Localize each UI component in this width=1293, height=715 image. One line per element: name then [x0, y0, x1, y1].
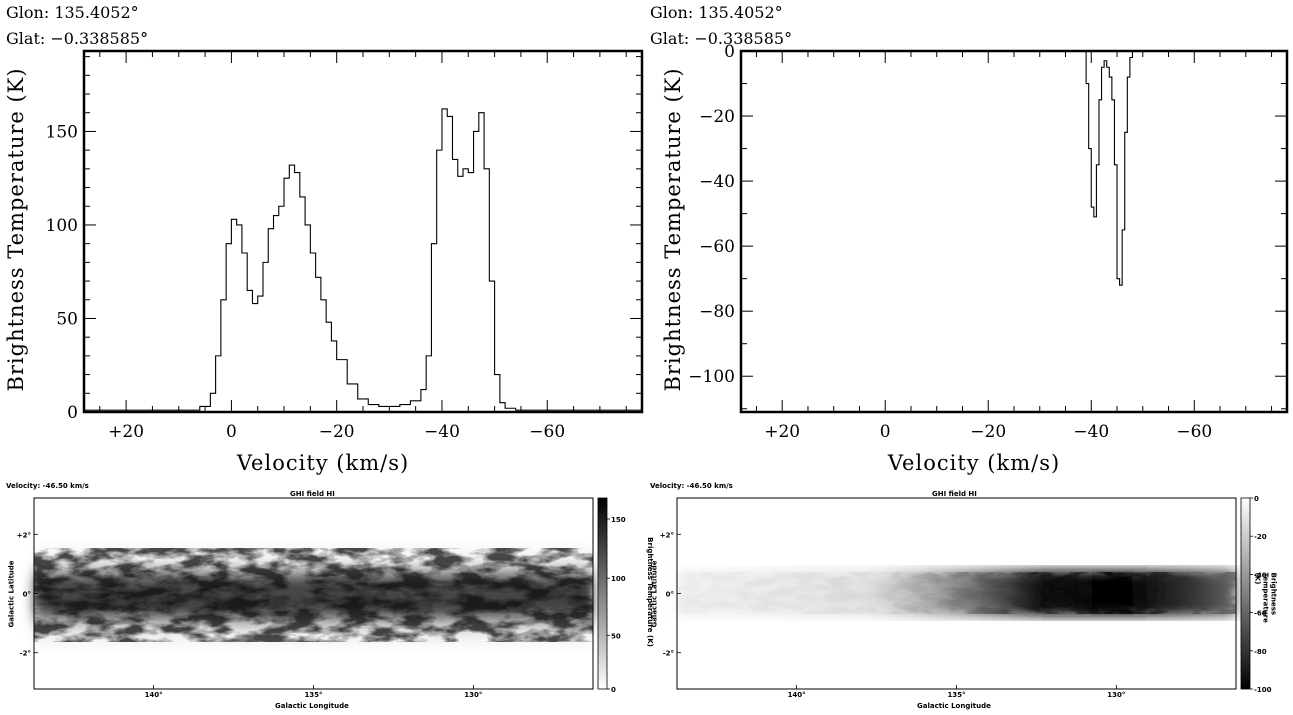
x-tick-label: +20: [764, 422, 800, 442]
map-xlabel-right: Galactic Longitude: [917, 702, 991, 710]
y-tick-label: −60: [699, 237, 735, 257]
map-x-tick-label: 135°: [304, 691, 322, 699]
x-tick-label: −60: [1176, 422, 1212, 442]
y-tick-label: 100: [46, 216, 78, 236]
y-tick-label: −20: [699, 107, 735, 127]
glon-readout-right: Glon: 135.4052°: [650, 3, 783, 22]
y-axis-title: Brightness Temperature (K): [4, 67, 28, 391]
map-y-tick-label: +2°: [660, 531, 674, 539]
x-tick-label: −20: [970, 422, 1006, 442]
map-ylabel-right: Galactic Latitude: [650, 560, 659, 628]
map-x-tick-label: 140°: [145, 691, 163, 699]
map-x-tick-label: 135°: [947, 691, 965, 699]
colorbar-tick-label: 0: [1254, 495, 1259, 503]
map-y-tick-label: 0°: [666, 591, 674, 599]
colorbar-tick-label: -40: [1254, 571, 1267, 579]
spectrum-line: [741, 50, 1287, 286]
x-tick-label: −40: [1073, 422, 1109, 442]
colorbar-tick-label: 0: [611, 686, 616, 694]
y-tick-label: −80: [699, 302, 735, 322]
map-y-tick-label: -2°: [663, 650, 674, 658]
colorbar-tick-label: -20: [1254, 533, 1267, 541]
colorbar-left: [597, 497, 608, 690]
colorbar-label-right: Brightness Temperature (K): [1253, 572, 1278, 623]
map-absorption: 140° 135° 130° +2° 0° -2° 0 -20 -40 -60 -80 -100: [660, 495, 1272, 699]
map-emission: 140° 135° 130° +2° 0° -2° 150 100 50 0: [17, 497, 626, 699]
x-tick-label: 0: [226, 422, 237, 442]
map-xlabel-left: Galactic Longitude: [275, 702, 349, 710]
map-y-tick-label: +2°: [17, 531, 31, 539]
map-y-tick-label: 0°: [23, 591, 31, 599]
y-tick-label: −40: [699, 172, 735, 192]
x-tick-label: −20: [319, 422, 355, 442]
colorbar-tick-label: 150: [611, 516, 626, 524]
x-tick-label: −60: [529, 422, 565, 442]
plot-frame: [82, 49, 644, 414]
y-tick-label: −100: [688, 367, 735, 387]
x-tick-label: 0: [880, 422, 891, 442]
x-tick-label: −40: [424, 422, 460, 442]
map-title-left: GHI field HI: [290, 490, 335, 498]
x-axis-title: Velocity (km/s): [887, 451, 1060, 475]
y-tick-label: 50: [56, 309, 78, 329]
map-x-tick-label: 130°: [1107, 691, 1125, 699]
spectrum-line: [84, 108, 642, 411]
x-axis-title: Velocity (km/s): [236, 451, 409, 475]
colorbar-tick-label: 50: [611, 633, 621, 641]
map-x-tick-label: 140°: [788, 691, 806, 699]
glat-readout-left: Glat: −0.338585°: [6, 29, 149, 48]
velocity-label-left: Velocity: -46.50 km/s: [6, 482, 89, 490]
y-axis-title: Brightness Temperature (K): [661, 67, 685, 391]
map-x-tick-label: 130°: [464, 691, 482, 699]
colorbar-tick-label: -60: [1254, 610, 1267, 618]
spectrum-emission: +20 0 −20 −40 −60 0 50 100 150 Velocity (km/s) Bri…: [4, 49, 644, 475]
colorbar-tick-label: -80: [1254, 648, 1267, 656]
plot-frame: [739, 49, 1289, 414]
colorbar-tick-label: 100: [611, 575, 626, 583]
x-tick-label: +20: [108, 422, 144, 442]
colorbar-right: [1240, 497, 1251, 690]
map-title-right: GHI field HI: [932, 490, 977, 498]
colorbar-tick-label: -100: [1254, 686, 1272, 694]
map-y-tick-label: -2°: [20, 650, 31, 658]
spectrum-absorption: +20 0 −20 −40 −60 0 −20 −40 −60 −80 −100 Velocity (…: [661, 42, 1289, 475]
y-tick-label: 0: [67, 403, 78, 423]
glat-readout-right: Glat: −0.338585°: [650, 29, 793, 48]
velocity-label-right: Velocity: -46.50 km/s: [650, 482, 733, 490]
glon-readout-left: Glon: 135.4052°: [6, 3, 139, 22]
y-tick-label: 150: [46, 122, 78, 142]
y-tick-label: 0: [724, 42, 735, 62]
map-ylabel-left: Galactic Latitude: [7, 560, 16, 628]
